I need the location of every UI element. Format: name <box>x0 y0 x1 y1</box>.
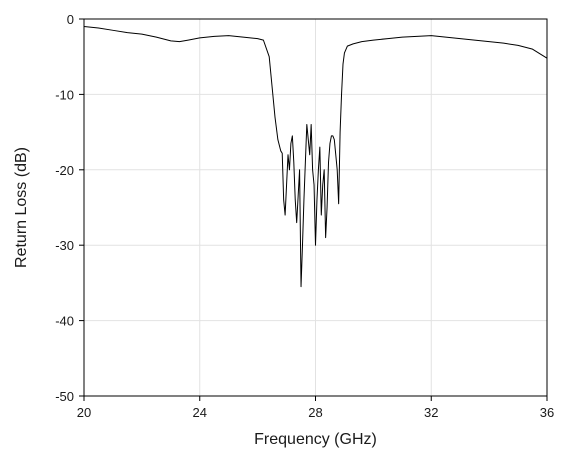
y-tick-label: 0 <box>67 12 74 27</box>
y-tick-label: -30 <box>55 238 74 253</box>
return-loss-series-line <box>83 26 548 288</box>
y-tick-label: -40 <box>55 314 74 329</box>
grid-lines <box>83 18 548 397</box>
y-tick-label: -10 <box>55 87 74 102</box>
axis-ticks: 20 24 28 32 36 0 -10 -20 -30 -40 -50 <box>55 12 554 420</box>
y-axis-title: Return Loss (dB) <box>13 147 30 268</box>
x-tick-label: 32 <box>424 405 438 420</box>
y-tick-label: -20 <box>55 163 74 178</box>
x-tick-label: 36 <box>540 405 554 420</box>
x-tick-label: 28 <box>308 405 322 420</box>
y-tick-label: -50 <box>55 389 74 404</box>
x-tick-label: 20 <box>77 405 91 420</box>
x-tick-label: 24 <box>193 405 207 420</box>
x-axis-title: Frequency (GHz) <box>254 431 377 448</box>
